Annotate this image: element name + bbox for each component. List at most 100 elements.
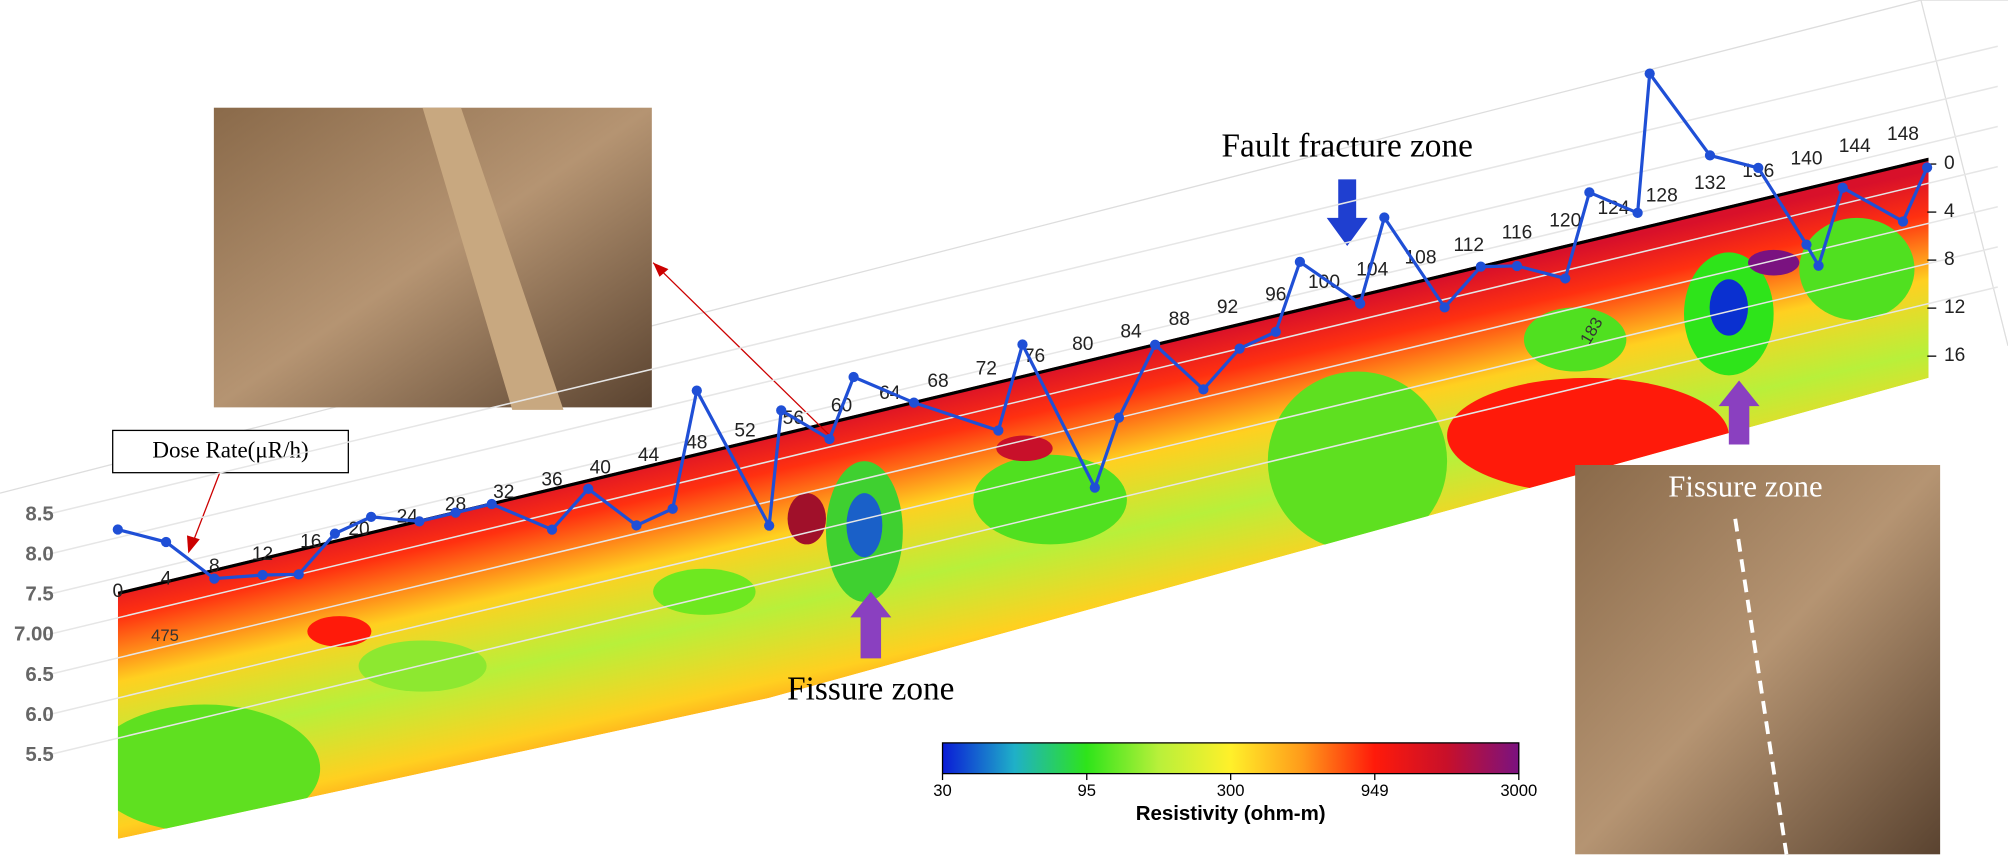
x-tick-label: 132 [1694, 173, 1726, 194]
dose-point [1644, 68, 1655, 79]
x-tick-label: 100 [1308, 272, 1340, 293]
x-tick-label: 108 [1405, 247, 1437, 268]
x-tick-label: 44 [638, 445, 660, 466]
dose-point [450, 507, 461, 518]
dose-point [1475, 261, 1486, 272]
dose-point [1704, 150, 1716, 161]
dose-point [631, 520, 642, 531]
dose-point [329, 528, 341, 539]
dose-point [1801, 239, 1812, 250]
x-tick-label: 148 [1887, 124, 1919, 145]
dose-point [1379, 212, 1390, 223]
dose-point [546, 524, 558, 535]
grid-line [44, 205, 1998, 677]
x-tick-label: 76 [1024, 346, 1045, 367]
dose-point [209, 573, 220, 584]
dose-point [1511, 260, 1523, 272]
dose-point [1294, 256, 1306, 267]
annotation: Fault fracture zone [1222, 127, 1473, 164]
colorbar-tick-label: 949 [1361, 781, 1389, 800]
depth-tick-label: 16 [1944, 345, 1965, 366]
dose-point [1198, 384, 1209, 395]
annotation: Fissure zone [787, 670, 954, 707]
colorbar [941, 742, 1520, 775]
grid-line [44, 85, 1998, 556]
x-tick-label: 72 [976, 359, 997, 380]
dose-point [1632, 207, 1643, 219]
x-tick-label: 124 [1597, 198, 1629, 219]
contour-label: 475 [151, 626, 179, 645]
x-tick-label: 128 [1646, 186, 1678, 207]
dose-point [486, 498, 497, 510]
dose-point [824, 433, 835, 445]
dose-point [112, 524, 123, 535]
photo-fissure [1575, 464, 1941, 855]
annotation: Fissure zone [1668, 469, 1822, 503]
dose-point [1921, 162, 1933, 173]
y-tick-label: 8.5 [25, 502, 53, 525]
dose-point [776, 405, 787, 416]
x-tick-label: 120 [1549, 210, 1581, 231]
grid-line [44, 165, 1998, 637]
dose-point [1897, 216, 1909, 227]
dose-point [365, 511, 377, 523]
x-tick-label: 0 [112, 581, 123, 602]
x-tick-label: 84 [1120, 321, 1142, 342]
pointer-line [652, 262, 833, 439]
colorbar-title: Resistivity (ohm-m) [1136, 802, 1326, 825]
grid-line [44, 286, 1998, 757]
dose-point [691, 385, 702, 396]
x-tick-label: 40 [590, 457, 611, 478]
grid-line [44, 45, 1998, 516]
colorbar-tick-label: 30 [933, 781, 952, 800]
dose-point [764, 520, 775, 531]
dose-point [1753, 162, 1764, 174]
x-tick-label: 88 [1169, 309, 1190, 330]
x-tick-label: 96 [1265, 284, 1286, 305]
dose-point [1813, 260, 1824, 271]
depth-tick-label: 8 [1944, 249, 1955, 270]
y-tick-label: 7.00 [14, 623, 54, 646]
photo-gully [213, 107, 652, 408]
grid-line [44, 246, 1998, 717]
dose-point [1584, 187, 1595, 198]
depth-tick-label: 0 [1944, 153, 1955, 174]
depth-tick-label: 12 [1944, 297, 1965, 318]
x-tick-label: 92 [1217, 297, 1238, 318]
dose-point [1150, 339, 1161, 350]
dose-point [1355, 298, 1366, 309]
series-label: Dose Rate(μR/h) [152, 436, 308, 462]
dose-point [993, 425, 1004, 436]
y-tick-label: 5.5 [25, 743, 53, 766]
x-tick-label: 144 [1839, 136, 1871, 157]
dose-point [293, 569, 304, 580]
dose-point [1113, 412, 1125, 423]
dose-point [908, 397, 920, 408]
dose-point [1560, 273, 1571, 284]
pointer-line [191, 471, 221, 545]
dose-point [257, 569, 268, 581]
y-tick-label: 6.0 [25, 703, 53, 726]
x-tick-label: 104 [1356, 260, 1388, 281]
x-tick-label: 52 [734, 420, 755, 441]
fissure-line [1733, 518, 1789, 855]
x-tick-label: 48 [686, 433, 707, 454]
dose-point [1234, 343, 1245, 354]
dose-point [1017, 339, 1028, 350]
arrowhead [653, 262, 669, 277]
x-tick-label: 68 [927, 371, 948, 392]
colorbar-tick-label: 3000 [1500, 781, 1537, 800]
y-tick-label: 6.5 [25, 663, 53, 686]
dose-point [1837, 182, 1848, 193]
colorbar-tick-label: 95 [1078, 781, 1097, 800]
x-tick-label: 80 [1072, 334, 1093, 355]
arrowhead [186, 535, 200, 554]
y-tick-label: 7.5 [25, 583, 53, 606]
x-tick-label: 24 [397, 507, 419, 528]
dose-point [160, 536, 172, 548]
x-tick-label: 12 [252, 544, 273, 565]
dose-point [848, 371, 859, 383]
x-tick-label: 32 [493, 482, 514, 503]
